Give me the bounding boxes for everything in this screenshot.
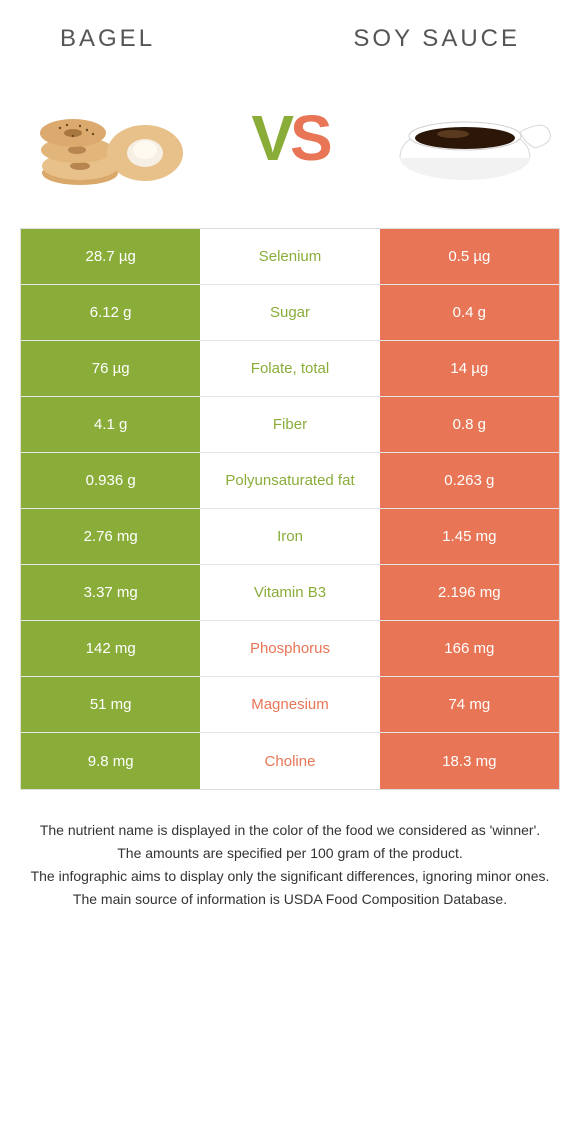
left-value: 2.76 mg [21, 509, 200, 564]
left-value: 4.1 g [21, 397, 200, 452]
nutrient-name: Polyunsaturated fat [200, 453, 379, 508]
right-value: 74 mg [380, 677, 559, 732]
table-row: 51 mgMagnesium74 mg [21, 677, 559, 733]
footnote-line: The amounts are specified per 100 gram o… [20, 843, 560, 864]
left-value: 0.936 g [21, 453, 200, 508]
soy-sauce-image [375, 78, 555, 198]
left-value: 76 µg [21, 341, 200, 396]
table-row: 4.1 gFiber0.8 g [21, 397, 559, 453]
table-row: 9.8 mgCholine18.3 mg [21, 733, 559, 789]
vs-s: S [290, 102, 329, 174]
nutrient-name: Choline [200, 733, 379, 789]
left-value: 142 mg [21, 621, 200, 676]
bagel-image [25, 78, 205, 198]
nutrient-name: Phosphorus [200, 621, 379, 676]
left-value: 6.12 g [21, 285, 200, 340]
footnotes: The nutrient name is displayed in the co… [20, 820, 560, 910]
right-value: 166 mg [380, 621, 559, 676]
table-row: 6.12 gSugar0.4 g [21, 285, 559, 341]
infographic-container: Bagel Soy sauce VS [0, 0, 580, 910]
vs-row: VS [0, 68, 580, 228]
table-row: 0.936 gPolyunsaturated fat0.263 g [21, 453, 559, 509]
table-row: 142 mgPhosphorus166 mg [21, 621, 559, 677]
vs-label: VS [251, 101, 328, 175]
nutrient-name: Iron [200, 509, 379, 564]
nutrient-name: Magnesium [200, 677, 379, 732]
right-value: 1.45 mg [380, 509, 559, 564]
right-value: 18.3 mg [380, 733, 559, 789]
right-value: 0.263 g [380, 453, 559, 508]
table-row: 3.37 mgVitamin B32.196 mg [21, 565, 559, 621]
footnote-line: The infographic aims to display only the… [20, 866, 560, 887]
food-right-title: Soy sauce [353, 25, 520, 53]
footnote-line: The main source of information is USDA F… [20, 889, 560, 910]
nutrient-name: Selenium [200, 229, 379, 284]
table-row: 2.76 mgIron1.45 mg [21, 509, 559, 565]
left-value: 3.37 mg [21, 565, 200, 620]
table-row: 76 µgFolate, total14 µg [21, 341, 559, 397]
nutrient-name: Fiber [200, 397, 379, 452]
left-value: 9.8 mg [21, 733, 200, 789]
nutrient-name: Sugar [200, 285, 379, 340]
nutrient-name: Vitamin B3 [200, 565, 379, 620]
right-value: 14 µg [380, 341, 559, 396]
right-value: 0.8 g [380, 397, 559, 452]
left-value: 28.7 µg [21, 229, 200, 284]
right-value: 0.5 µg [380, 229, 559, 284]
vs-v: V [251, 102, 290, 174]
nutrient-name: Folate, total [200, 341, 379, 396]
left-value: 51 mg [21, 677, 200, 732]
header: Bagel Soy sauce [0, 0, 580, 68]
table-row: 28.7 µgSelenium0.5 µg [21, 229, 559, 285]
food-left-title: Bagel [60, 25, 155, 53]
right-value: 2.196 mg [380, 565, 559, 620]
right-value: 0.4 g [380, 285, 559, 340]
footnote-line: The nutrient name is displayed in the co… [20, 820, 560, 841]
nutrient-table: 28.7 µgSelenium0.5 µg6.12 gSugar0.4 g76 … [20, 228, 560, 790]
